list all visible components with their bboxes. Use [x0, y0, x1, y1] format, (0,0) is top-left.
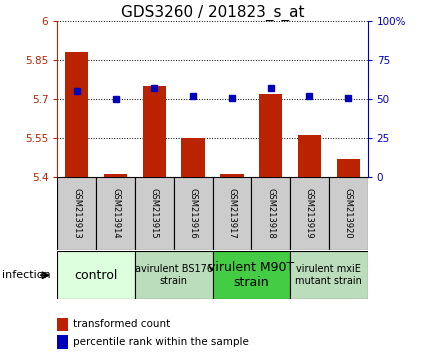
Bar — [220, 175, 244, 177]
Text: transformed count: transformed count — [73, 319, 170, 329]
Bar — [337, 159, 360, 177]
Bar — [143, 86, 166, 177]
Bar — [96, 177, 135, 250]
Bar — [57, 335, 68, 349]
Text: avirulent BS176
strain: avirulent BS176 strain — [135, 264, 213, 286]
Text: GSM213920: GSM213920 — [344, 188, 353, 239]
Bar — [57, 318, 68, 331]
Bar — [251, 177, 290, 250]
Bar — [259, 94, 282, 177]
Bar — [174, 177, 212, 250]
Text: GSM213918: GSM213918 — [266, 188, 275, 239]
Bar — [298, 136, 321, 177]
Text: GSM213914: GSM213914 — [111, 188, 120, 239]
Text: GSM213916: GSM213916 — [189, 188, 198, 239]
Bar — [290, 251, 368, 299]
Text: GSM213917: GSM213917 — [227, 188, 236, 239]
Title: GDS3260 / 201823_s_at: GDS3260 / 201823_s_at — [121, 5, 304, 21]
Bar — [135, 251, 212, 299]
Bar — [65, 52, 88, 177]
Bar — [57, 251, 135, 299]
Text: percentile rank within the sample: percentile rank within the sample — [73, 337, 249, 347]
Text: control: control — [74, 269, 118, 282]
Bar — [329, 177, 368, 250]
Text: GSM213919: GSM213919 — [305, 188, 314, 239]
Bar — [212, 251, 290, 299]
Bar — [57, 177, 96, 250]
Text: virulent mxiE
mutant strain: virulent mxiE mutant strain — [295, 264, 362, 286]
Text: infection: infection — [2, 270, 51, 280]
Bar — [212, 177, 251, 250]
Bar — [290, 177, 329, 250]
Bar — [104, 175, 127, 177]
Bar — [135, 177, 174, 250]
Bar — [181, 138, 205, 177]
Text: GSM213913: GSM213913 — [72, 188, 81, 239]
Text: GSM213915: GSM213915 — [150, 188, 159, 239]
Text: virulent M90T
strain: virulent M90T strain — [208, 261, 295, 289]
